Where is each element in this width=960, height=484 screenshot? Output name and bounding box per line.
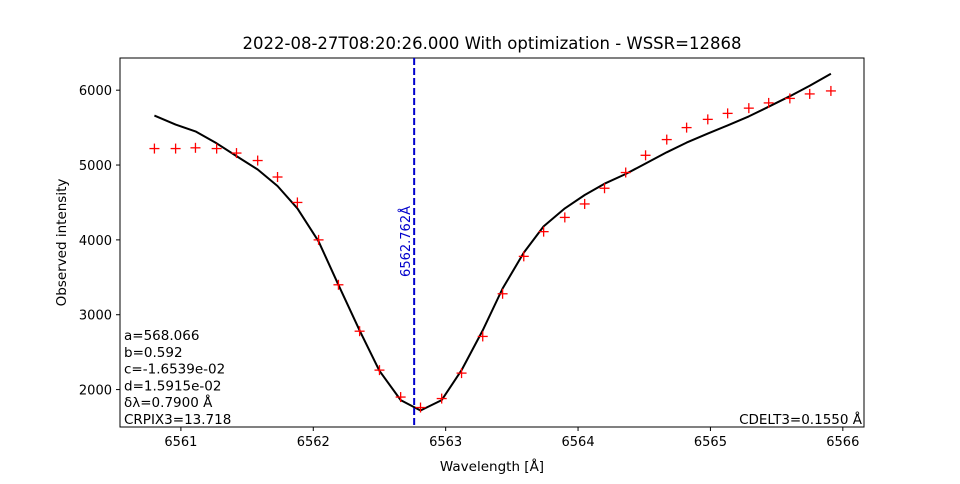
y-tick-label: 4000 xyxy=(79,234,112,249)
observed-point xyxy=(231,148,242,159)
observed-point xyxy=(518,251,529,262)
observed-point xyxy=(681,122,692,133)
observed-point xyxy=(456,368,467,379)
observed-point xyxy=(743,103,754,114)
y-tick-label: 3000 xyxy=(79,309,112,324)
annotation-block: a=568.066b=0.592c=-1.6539e-02d=1.5915e-0… xyxy=(124,328,231,428)
x-tick-label: 6563 xyxy=(429,435,462,450)
y-axis-label: Observed intensity xyxy=(54,179,70,307)
observed-point xyxy=(354,326,365,337)
observed-point xyxy=(395,392,406,403)
observed-point xyxy=(763,97,774,108)
plot-area xyxy=(119,57,865,428)
observed-point xyxy=(292,197,303,208)
observed-point xyxy=(599,183,610,194)
y-tick-label: 6000 xyxy=(79,84,112,99)
y-tick-label: 5000 xyxy=(79,159,112,174)
chart-title: 2022-08-27T08:20:26.000 With optimizatio… xyxy=(243,34,742,53)
observed-point xyxy=(415,402,426,413)
x-tick-label: 6562 xyxy=(297,435,330,450)
plot-frame xyxy=(119,57,865,428)
x-tick-label: 6564 xyxy=(562,435,595,450)
series-layer xyxy=(149,72,836,413)
fit-parameter: c=-1.6539e-02 xyxy=(124,362,225,378)
observed-point xyxy=(436,393,447,404)
observed-point xyxy=(374,365,385,376)
x-tick-label: 6566 xyxy=(826,435,859,450)
observed-point xyxy=(722,108,733,119)
fit-parameter: b=0.592 xyxy=(124,345,183,361)
x-tick-label: 6561 xyxy=(164,435,197,450)
observed-point xyxy=(804,88,815,99)
x-axis-ticks: 6561 6562 6563 6564 6565 6566 xyxy=(164,427,859,450)
x-tick-label: 6565 xyxy=(694,435,727,450)
observed-point xyxy=(211,143,222,154)
observed-point xyxy=(825,85,836,96)
fit-parameter: CRPIX3=13.718 xyxy=(124,412,231,428)
observed-point xyxy=(538,226,549,237)
observed-point xyxy=(579,198,590,209)
observed-point xyxy=(252,155,263,166)
y-axis-ticks: 2000 3000 4000 5000 6000 xyxy=(79,84,120,399)
x-axis-label: Wavelength [Å] xyxy=(440,458,544,475)
observed-point xyxy=(702,114,713,125)
observed-point xyxy=(477,331,488,342)
reference-line-layer: 6562.762Å xyxy=(398,58,416,427)
observed-point xyxy=(497,288,508,299)
observed-point xyxy=(149,143,160,154)
observed-point xyxy=(559,212,570,223)
y-tick-label: 2000 xyxy=(79,384,112,399)
observed-point xyxy=(784,93,795,104)
observed-point xyxy=(640,150,651,161)
fit-parameter: a=568.066 xyxy=(124,328,199,344)
observed-point xyxy=(620,167,631,178)
observed-point xyxy=(170,143,181,154)
observed-point xyxy=(190,142,201,153)
observed-point xyxy=(313,234,324,245)
observed-point xyxy=(333,279,344,290)
line-center-label: 6562.762Å xyxy=(398,206,414,277)
observed-point xyxy=(272,172,283,183)
annotation-cdelt3: CDELT3=0.1550 Å xyxy=(739,411,863,428)
fit-parameter: d=1.5915e-02 xyxy=(124,378,221,394)
model-fit-line xyxy=(154,72,832,412)
observed-point xyxy=(661,134,672,145)
fit-parameter: δλ=0.7900 Å xyxy=(124,394,213,411)
